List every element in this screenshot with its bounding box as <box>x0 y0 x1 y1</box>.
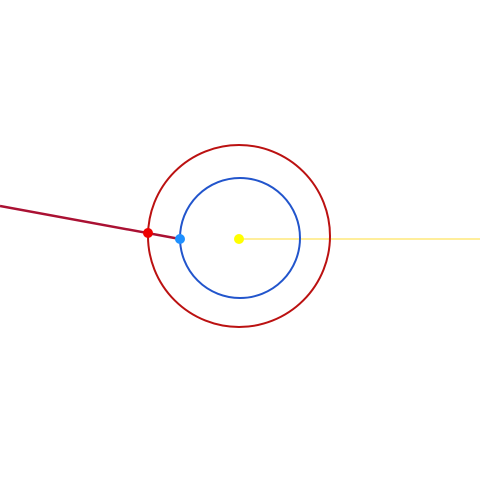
mars-body <box>143 228 153 238</box>
earth-body <box>175 234 185 244</box>
sun-body <box>234 234 244 244</box>
